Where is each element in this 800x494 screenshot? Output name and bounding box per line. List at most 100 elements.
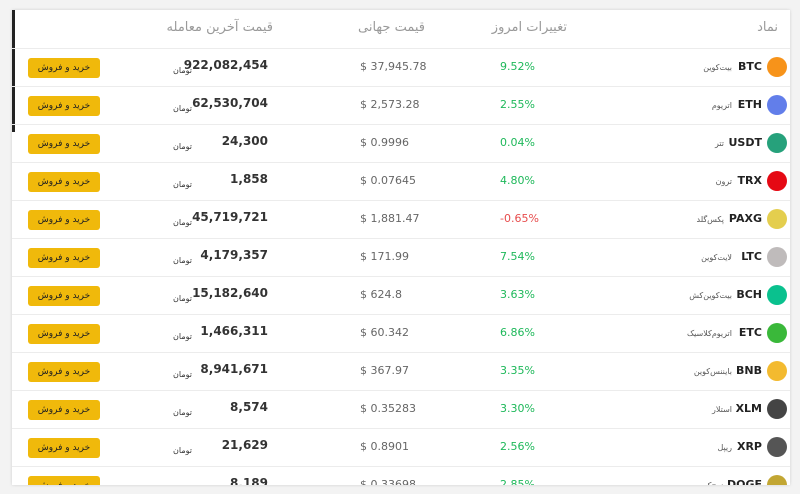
table-row: XLM استلار 3.30% $ 0.35283 8,574 تومان خرید و … xyxy=(12,390,790,429)
coin-name: دوج‌کوین xyxy=(695,481,724,485)
last-price: 922,082,454 xyxy=(183,58,268,72)
header-change: تغییرات امروز xyxy=(491,20,567,35)
coin-icon xyxy=(767,171,787,191)
coin-icon xyxy=(767,247,787,267)
price-table: نماد تغییرات امروز قیمت جهانی قیمت آخرین… xyxy=(12,10,790,485)
daily-change: 4.80% xyxy=(500,174,535,187)
price-unit: تومان xyxy=(173,180,192,189)
last-price: 45,719,721 xyxy=(192,210,268,224)
coin-name: لایت‌کوین xyxy=(701,253,732,262)
daily-change: 2.85% xyxy=(500,478,535,485)
table-row: ETC اتریوم‌کلاسیک 6.86% $ 60.342 1,466,311 تو… xyxy=(12,314,790,353)
table-row: LTC لایت‌کوین 7.54% $ 171.99 4,179,357 تومان خ… xyxy=(12,238,790,277)
coin-symbol: BCH xyxy=(736,288,762,301)
table-row: PAXG پکس‌گلد -0.65% $ 1,881.47 45,719,721 توم… xyxy=(12,200,790,239)
coin-name: اتریوم‌کلاسیک xyxy=(686,329,732,338)
trade-button[interactable]: خرید و فروش xyxy=(28,248,100,268)
coin-name: استلار xyxy=(712,405,732,414)
price-unit: تومان xyxy=(173,484,192,485)
coin-symbol: BTC xyxy=(738,60,762,73)
trade-button[interactable]: خرید و فروش xyxy=(28,362,100,382)
last-price: 8,941,671 xyxy=(200,362,268,376)
daily-change: 0.04% xyxy=(500,136,535,149)
last-price: 21,629 xyxy=(221,438,268,452)
coin-icon xyxy=(767,133,787,153)
coin-icon xyxy=(767,285,787,305)
global-price: $ 624.8 xyxy=(360,288,402,301)
last-price: 4,179,357 xyxy=(200,248,268,262)
coin-symbol: LTC xyxy=(741,250,762,263)
table-row: BCH بیت‌کوین‌کش 3.63% $ 624.8 15,182,640 توما… xyxy=(12,276,790,315)
last-price: 1,858 xyxy=(230,172,268,186)
daily-change: 9.52% xyxy=(500,60,535,73)
daily-change: 3.30% xyxy=(500,402,535,415)
coin-name: بیت‌کوین‌کش xyxy=(689,291,732,300)
trade-button[interactable]: خرید و فروش xyxy=(28,172,100,192)
table-row: DOGEدوج‌کوین 2.85% $ 0.33698 8,189 تومان خرید… xyxy=(12,466,790,485)
daily-change: 3.63% xyxy=(500,288,535,301)
trade-button[interactable]: خرید و فروش xyxy=(28,324,100,344)
coin-symbol: DOGE xyxy=(726,478,762,485)
global-price: $ 37,945.78 xyxy=(360,60,427,73)
global-price: $ 367.97 xyxy=(360,364,409,377)
header-symbol: نماد xyxy=(757,20,778,35)
global-price: $ 0.8901 xyxy=(360,440,409,453)
coin-name: ترون xyxy=(715,177,732,186)
global-price: $ 0.33698 xyxy=(360,478,416,485)
global-price: $ 171.99 xyxy=(360,250,409,263)
table-row: TRX ترون 4.80% $ 0.07645 1,858 تومان خرید و فر… xyxy=(12,162,790,201)
table-row: XRP ریپل 2.56% $ 0.8901 21,629 تومان خرید و فر… xyxy=(12,428,790,467)
coin-symbol: XRP xyxy=(736,440,762,453)
global-price: $ 0.9996 xyxy=(360,136,409,149)
daily-change: 2.55% xyxy=(500,98,535,111)
price-unit: تومان xyxy=(173,294,192,303)
coin-symbol: TRX xyxy=(737,174,762,187)
coin-icon xyxy=(767,57,787,77)
coin-icon xyxy=(767,95,787,115)
price-unit: تومان xyxy=(173,446,192,455)
price-unit: تومان xyxy=(173,142,192,151)
last-price: 15,182,640 xyxy=(192,286,268,300)
trade-button[interactable]: خرید و فروش xyxy=(28,96,100,116)
scroll-indicator xyxy=(12,10,15,132)
daily-change: -0.65% xyxy=(500,212,539,225)
price-unit: تومان xyxy=(173,218,192,227)
last-price: 1,466,311 xyxy=(200,324,268,338)
trade-button[interactable]: خرید و فروش xyxy=(28,476,100,485)
global-price: $ 0.35283 xyxy=(360,402,416,415)
header-global: قیمت جهانی xyxy=(358,20,425,35)
global-price: $ 0.07645 xyxy=(360,174,416,187)
coin-icon xyxy=(767,323,787,343)
coin-name: اتریوم xyxy=(711,101,732,110)
coin-icon xyxy=(767,361,787,381)
coin-symbol: PAXG xyxy=(728,212,762,225)
table-row: BNB بایننس‌کوین 3.35% $ 367.97 8,941,671 توما… xyxy=(12,352,790,391)
daily-change: 6.86% xyxy=(500,326,535,339)
trade-button[interactable]: خرید و فروش xyxy=(28,286,100,306)
coin-symbol: ETC xyxy=(738,326,762,339)
table-row: USDT تتر 0.04% $ 0.9996 24,300 تومان خرید و فر… xyxy=(12,124,790,163)
daily-change: 7.54% xyxy=(500,250,535,263)
coin-symbol: USDT xyxy=(728,136,763,149)
coin-icon xyxy=(767,437,787,457)
trade-button[interactable]: خرید و فروش xyxy=(28,58,100,78)
trade-button[interactable]: خرید و فروش xyxy=(28,210,100,230)
global-price: $ 60.342 xyxy=(360,326,409,339)
coin-symbol: ETH xyxy=(737,98,762,111)
coin-symbol: BNB xyxy=(736,364,762,377)
last-price: 8,574 xyxy=(230,400,268,414)
coin-icon xyxy=(767,475,787,485)
global-price: $ 1,881.47 xyxy=(360,212,420,225)
table-row: BTC بیت‌کوین 9.52% $ 37,945.78 922,082,454 تو… xyxy=(12,48,790,87)
price-unit: تومان xyxy=(173,256,192,265)
price-unit: تومان xyxy=(173,66,192,75)
last-price: 62,530,704 xyxy=(192,96,268,110)
last-price: 8,189 xyxy=(230,476,268,485)
price-unit: تومان xyxy=(173,104,192,113)
last-price: 24,300 xyxy=(221,134,268,148)
trade-button[interactable]: خرید و فروش xyxy=(28,134,100,154)
global-price: $ 2,573.28 xyxy=(360,98,420,111)
coin-name: بیت‌کوین xyxy=(703,63,732,72)
trade-button[interactable]: خرید و فروش xyxy=(28,438,100,458)
trade-button[interactable]: خرید و فروش xyxy=(28,400,100,420)
